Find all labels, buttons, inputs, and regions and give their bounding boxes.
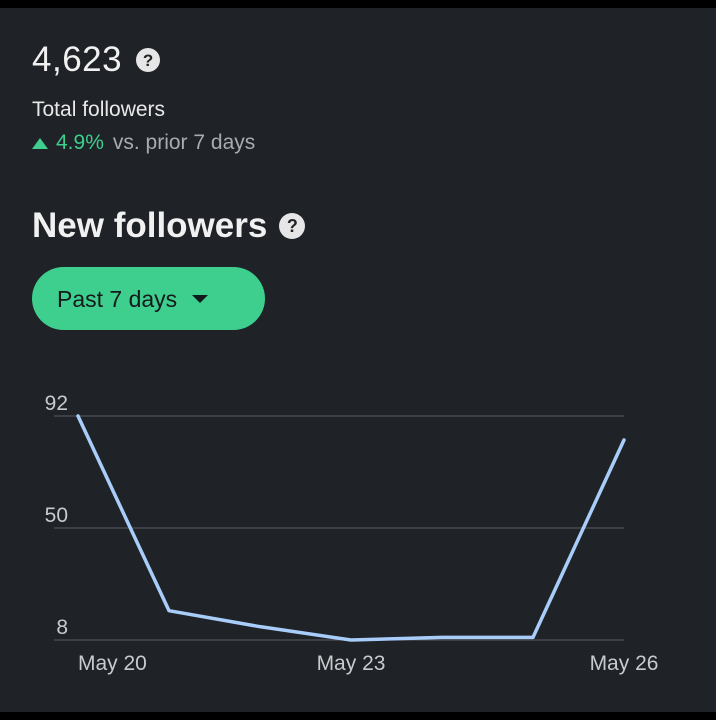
date-range-dropdown[interactable]: Past 7 days [32, 267, 265, 330]
question-circle-icon[interactable]: ? [279, 213, 306, 239]
y-tick-label: 50 [45, 504, 68, 527]
chart-grid [54, 415, 624, 641]
chart-series [76, 414, 626, 642]
y-tick-label: 92 [45, 392, 68, 415]
total-followers-label: Total followers [32, 98, 166, 121]
change-percent: 4.9% [56, 131, 104, 154]
new-followers-header: New followers ? [32, 204, 306, 248]
data-point [258, 625, 262, 629]
data-point [440, 635, 444, 639]
x-tick-label: May 20 [78, 652, 147, 675]
y-tick-label: 8 [56, 616, 68, 639]
total-followers-row: 4,623 ? [32, 40, 161, 80]
x-axis: May 20 May 23 May 26 [78, 652, 658, 675]
follower-change-row: 4.9% vs. prior 7 days [32, 130, 255, 156]
followers-card [0, 8, 716, 712]
question-circle-icon[interactable]: ? [136, 48, 161, 72]
change-description: vs. prior 7 days [112, 131, 256, 154]
x-tick-label: May 23 [317, 652, 386, 675]
y-axis: 92 50 8 [45, 392, 68, 639]
total-followers-count: 4,623 [32, 40, 123, 79]
caret-down-icon [192, 294, 209, 303]
triangle-up-icon [32, 137, 48, 149]
date-range-label: Past 7 days [57, 285, 178, 312]
data-point [349, 638, 353, 642]
data-point [76, 414, 80, 418]
data-point [531, 635, 535, 639]
section-title: New followers [32, 206, 268, 245]
data-point [167, 609, 171, 613]
data-point [622, 438, 626, 442]
x-tick-label: May 26 [590, 652, 659, 675]
